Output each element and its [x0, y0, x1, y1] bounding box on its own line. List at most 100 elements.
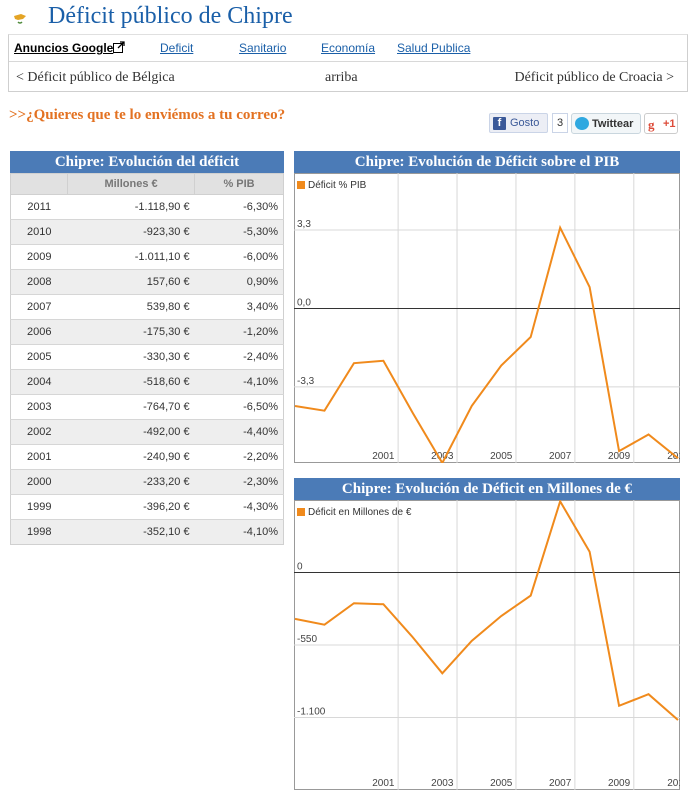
table-row: 2003 -764,70 € -6,50% [10, 394, 284, 420]
cell-year: 2003 [10, 394, 68, 420]
table-row: 2010 -923,30 € -5,30% [10, 219, 284, 245]
cell-millions: 539,80 € [67, 294, 195, 320]
x-tick-label: 2011 [667, 451, 680, 462]
series-line [294, 500, 679, 721]
gplus-label: +1 [663, 118, 676, 130]
facebook-count: 3 [552, 113, 568, 133]
x-tick-label: 2009 [608, 778, 631, 789]
cell-millions: -764,70 € [67, 394, 195, 420]
cell-year: 2002 [10, 419, 68, 445]
x-tick-label: 2003 [431, 778, 454, 789]
cell-year: 2000 [10, 469, 68, 495]
cell-year: 1998 [10, 519, 68, 545]
table-row: 2006 -175,30 € -1,20% [10, 319, 284, 345]
table-header-row: Millones € % PIB [10, 173, 284, 195]
cell-millions: -492,00 € [67, 419, 195, 445]
table-row: 2000 -233,20 € -2,30% [10, 469, 284, 495]
plot-frame [294, 173, 680, 463]
cell-year: 2011 [10, 194, 68, 220]
x-tick-label: 2007 [549, 451, 572, 462]
cell-millions: -233,20 € [67, 469, 195, 495]
twitter-label: Twittear [592, 118, 634, 130]
legend-label: Déficit % PIB [308, 180, 367, 191]
deficit-table: Millones € % PIB 2011 -1.118,90 € -6,30% 20… [10, 173, 284, 545]
legend-swatch [297, 508, 305, 516]
table-row: 2001 -240,90 € -2,20% [10, 444, 284, 470]
cell-pib: -2,30% [194, 469, 284, 495]
cell-pib: -4,30% [194, 494, 284, 520]
header-millions: Millones € [66, 173, 196, 195]
x-tick-label: 2001 [372, 778, 395, 789]
ad-link-salud-publica[interactable]: Salud Publica [397, 41, 471, 55]
external-link-icon[interactable] [113, 41, 125, 53]
ad-link-deficit[interactable]: Deficit [160, 41, 194, 55]
nav-box: Anuncios Google Deficit Sanitario Econom… [8, 34, 688, 92]
cell-year: 2008 [10, 269, 68, 295]
next-country-link[interactable]: Déficit público de Croacia > [514, 70, 674, 85]
ad-link-economia[interactable]: Economía [321, 41, 376, 55]
cell-pib: -4,10% [194, 519, 284, 545]
cell-millions: -923,30 € [67, 219, 195, 245]
cell-year: 2010 [10, 219, 68, 245]
cell-year: 2009 [10, 244, 68, 270]
cell-millions: -396,20 € [67, 494, 195, 520]
cell-pib: -4,10% [194, 369, 284, 395]
table-row: 2004 -518,60 € -4,10% [10, 369, 284, 395]
cell-millions: -352,10 € [67, 519, 195, 545]
y-tick-label: 3,3 [297, 219, 311, 230]
cell-millions: -518,60 € [67, 369, 195, 395]
cell-pib: -2,40% [194, 344, 284, 370]
prev-country-link[interactable]: < Déficit público de Bélgica [16, 70, 175, 85]
table-row: 1999 -396,20 € -4,30% [10, 494, 284, 520]
header-year [10, 173, 68, 195]
up-link[interactable]: arriba [325, 70, 358, 85]
ads-row: Anuncios Google Deficit Sanitario Econom… [9, 35, 687, 62]
cell-pib: -4,40% [194, 419, 284, 445]
cell-year: 2004 [10, 369, 68, 395]
y-tick-label: -550 [297, 634, 317, 645]
cell-year: 2006 [10, 319, 68, 345]
cell-millions: -175,30 € [67, 319, 195, 345]
cell-year: 2001 [10, 444, 68, 470]
cyprus-flag-icon [14, 14, 26, 24]
table-row: 2008 157,60 €0,90% [10, 269, 284, 295]
subscribe-link[interactable]: >>¿Quieres que te lo enviémos a tu corre… [9, 107, 286, 123]
cell-pib: -6,50% [194, 394, 284, 420]
chart-millones: 2001 2003 2005 2007 2009 2011 0 -550 -1.100 Défic… [294, 500, 680, 790]
facebook-label: Gosto [510, 117, 540, 129]
cell-millions: -240,90 € [67, 444, 195, 470]
cell-pib: 0,90% [194, 269, 284, 295]
x-tick-label: 2003 [431, 451, 454, 462]
google-plus-icon: g [648, 117, 655, 132]
cell-pib: 3,40% [194, 294, 284, 320]
ad-link-sanitario[interactable]: Sanitario [239, 41, 287, 55]
chart-pib: 2001 2003 2005 2007 2009 2011 3,3 0,0 -3,3 Défici… [294, 173, 680, 463]
cell-millions: -1.118,90 € [67, 194, 195, 220]
cell-year: 2007 [10, 294, 68, 320]
cell-millions: 157,60 € [67, 269, 195, 295]
chart1-title: Chipre: Evolución de Déficit sobre el PI… [294, 151, 680, 173]
table-row: 2011 -1.118,90 € -6,30% [10, 194, 284, 220]
table-row: 1998 -352,10 € -4,10% [10, 519, 284, 545]
x-tick-label: 2001 [372, 451, 395, 462]
cell-year: 2005 [10, 344, 68, 370]
twitter-bird-icon [575, 117, 589, 130]
cell-pib: -5,30% [194, 219, 284, 245]
x-tick-label: 2005 [490, 778, 513, 789]
page-title: Déficit público de Chipre [48, 3, 293, 29]
cell-pib: -6,00% [194, 244, 284, 270]
gplus-button[interactable]: g +1 [644, 113, 678, 134]
y-tick-label: 0 [297, 562, 303, 573]
y-tick-label: 0,0 [297, 297, 311, 308]
twitter-button[interactable]: Twittear [571, 113, 641, 134]
legend-label: Déficit en Millones de € [308, 507, 412, 518]
x-tick-label: 2007 [549, 778, 572, 789]
y-tick-label: -3,3 [297, 376, 315, 387]
facebook-icon: f [493, 117, 506, 130]
cell-pib: -1,20% [194, 319, 284, 345]
legend-swatch [297, 181, 305, 189]
header-pib: % PIB [194, 173, 284, 195]
x-tick-label: 2009 [608, 451, 631, 462]
ads-label[interactable]: Anuncios Google [14, 41, 114, 55]
facebook-like-button[interactable]: f Gosto [489, 113, 548, 133]
